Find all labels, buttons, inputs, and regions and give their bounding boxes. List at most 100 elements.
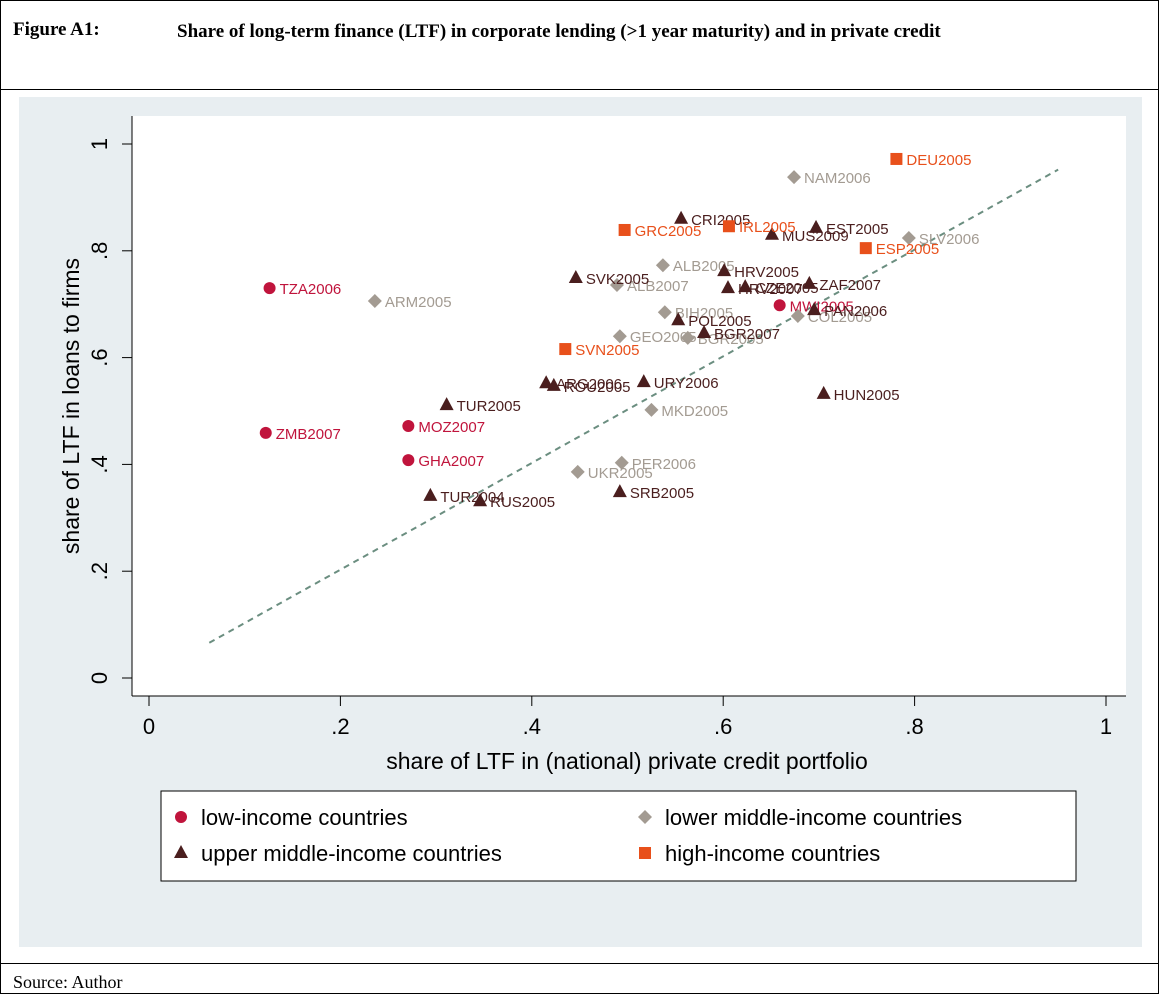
x-tick-label: .4 (523, 714, 541, 739)
point-label: HUN2005 (834, 387, 900, 404)
figure-footer: Source: Author (1, 963, 1158, 992)
point-label: ARM2005 (385, 294, 452, 311)
point (671, 312, 686, 326)
point (609, 277, 624, 292)
point (259, 426, 272, 439)
y-axis-label: share of LTF in loans to firms (58, 258, 84, 554)
point (680, 330, 695, 345)
plot-region (132, 116, 1126, 696)
point (263, 282, 276, 295)
source-note: Source: Author (13, 972, 123, 992)
point (439, 397, 454, 411)
point (738, 279, 753, 293)
x-tick-label: .2 (331, 714, 349, 739)
point (765, 226, 780, 240)
point (636, 374, 651, 388)
point (787, 170, 802, 185)
point-label: EST2005 (826, 221, 889, 238)
point-label: SVK2005 (586, 271, 649, 288)
point-label: SLV2006 (919, 231, 980, 248)
point-label: DEU2005 (906, 152, 971, 169)
point-label: MKD2005 (661, 403, 728, 420)
point (644, 402, 659, 417)
point-label: ALB2005 (673, 258, 735, 275)
figure-title: Share of long-term finance (LTF) in corp… (177, 21, 941, 42)
point (539, 375, 554, 389)
point-label: ZAF2007 (819, 277, 881, 294)
point (816, 385, 831, 399)
x-tick-label: 0 (143, 714, 155, 739)
point (367, 293, 382, 308)
point (807, 302, 822, 316)
x-tick-label: 1 (1100, 714, 1112, 739)
point-label: ALB2007 (627, 278, 689, 295)
point-label: BGR2007 (714, 326, 780, 343)
point (559, 343, 572, 356)
point-label: ROU2005 (564, 379, 631, 396)
legend-label: lower middle-income countries (665, 805, 962, 830)
point (570, 464, 585, 479)
point-label: GRC2005 (635, 223, 702, 240)
point (473, 493, 488, 507)
point (901, 230, 916, 245)
point-label: SRB2005 (630, 485, 694, 502)
point (402, 419, 415, 432)
y-tick-label: 0 (87, 672, 112, 684)
y-tick-label: .2 (87, 562, 112, 580)
point-label: TUR2004 (440, 489, 504, 506)
point-label: RUS2005 (490, 494, 555, 511)
x-tick-label: .8 (905, 714, 923, 739)
point-label: ARG2006 (556, 376, 622, 393)
point-label: HRV2005 (734, 264, 799, 281)
point-label: ESP2005 (876, 241, 939, 258)
legend-label: high-income countries (665, 841, 880, 866)
point-label: HRV2007 (738, 281, 803, 298)
point (802, 275, 817, 289)
y-tick-label: .6 (87, 348, 112, 366)
figure-header: Figure A1: Share of long-term finance (L… (1, 1, 1158, 90)
point-label: UKR2005 (588, 465, 653, 482)
point-label: MOZ2007 (418, 419, 485, 436)
point-label: PER2006 (632, 456, 696, 473)
point (568, 270, 583, 284)
point-label: TUR2005 (457, 398, 521, 415)
point (697, 325, 712, 339)
point-label: NAM2006 (804, 170, 871, 187)
point (639, 847, 651, 859)
point (174, 845, 188, 858)
point (638, 810, 652, 824)
point (809, 219, 824, 233)
point (175, 811, 187, 823)
x-axis-label: share of LTF in (national) private credi… (386, 748, 868, 774)
point-label: BIH2005 (675, 305, 733, 322)
point-label: PAN2006 (824, 303, 887, 320)
point (859, 242, 872, 255)
point (720, 280, 735, 294)
point (618, 223, 631, 236)
figure-label: Figure A1: (13, 19, 100, 40)
y-tick-label: .4 (87, 455, 112, 473)
point (423, 487, 438, 501)
point-label: MWI2005 (790, 298, 854, 315)
point (655, 258, 670, 273)
point-label: BGR2005 (698, 331, 764, 348)
point (717, 263, 732, 277)
point (890, 152, 903, 165)
y-tick-label: .8 (87, 242, 112, 260)
legend-label: low-income countries (201, 805, 408, 830)
point (674, 210, 689, 224)
y-tick-label: 1 (87, 138, 112, 150)
point (612, 484, 627, 498)
point (614, 455, 629, 470)
point-label: IRL2005 (739, 219, 796, 236)
point-label: SVN2005 (575, 342, 639, 359)
point-label: GHA2007 (418, 453, 484, 470)
point-label: GEO2005 (630, 329, 697, 346)
legend-label: upper middle-income countries (201, 841, 502, 866)
point (790, 308, 805, 323)
x-tick-label: .6 (714, 714, 732, 739)
point (612, 329, 627, 344)
reference-line (208, 168, 1059, 644)
point-label: CRI2005 (691, 212, 750, 229)
